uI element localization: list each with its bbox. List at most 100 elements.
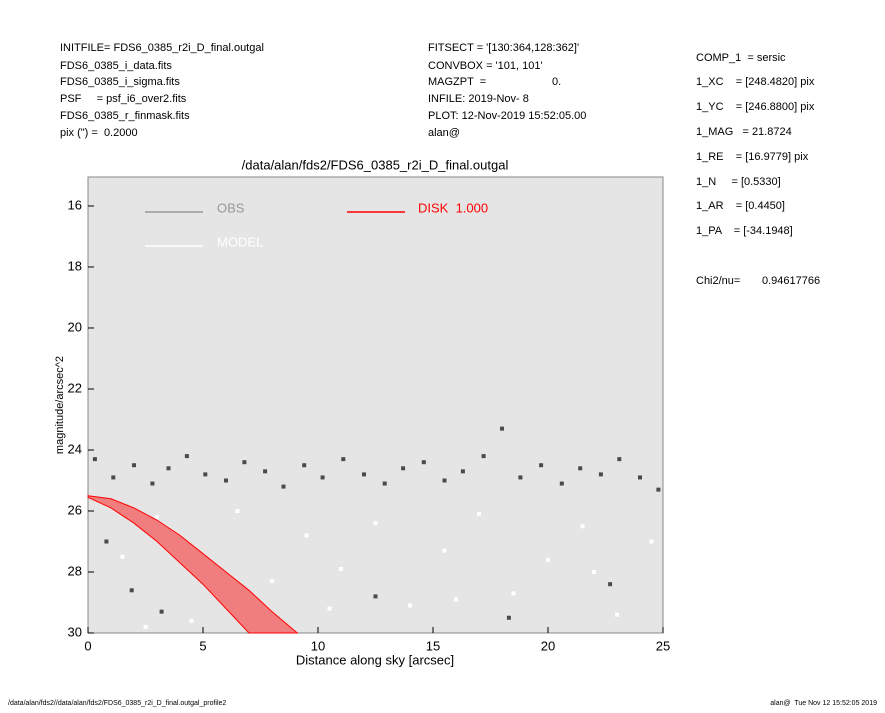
param-line: 1_YC = [246.8800] pix (696, 101, 815, 113)
y-tick-label: 28 (68, 563, 82, 578)
data-point (203, 472, 208, 477)
data-point (580, 524, 585, 529)
data-point (132, 463, 136, 468)
header-line: CONVBOX = '101, 101' (428, 60, 543, 72)
x-axis-label: Distance along sky [arcsec] (296, 652, 454, 667)
param-line: COMP_1 = sersic (696, 52, 786, 64)
param-line: 1_MAG = 21.8724 (696, 126, 792, 138)
x-tick-label: 20 (541, 638, 555, 653)
data-point (442, 548, 447, 553)
data-point (373, 521, 378, 526)
data-point (401, 466, 406, 471)
data-point (382, 481, 387, 486)
data-point (656, 487, 661, 492)
y-tick-label: 26 (68, 502, 82, 517)
header-line: INFILE: 2019-Nov- 8 (428, 93, 529, 105)
data-point (129, 588, 134, 593)
data-point (373, 594, 378, 599)
data-point (454, 597, 458, 602)
data-point (263, 469, 268, 474)
data-point (159, 609, 164, 614)
data-point (281, 484, 286, 489)
header-line: FITSECT = '[130:364,128:362]' (428, 42, 579, 54)
data-point (408, 603, 412, 608)
data-point (506, 615, 511, 620)
plot-area (87, 176, 664, 634)
legend-label: MODEL (217, 234, 263, 249)
data-point (339, 566, 343, 571)
data-point (242, 460, 247, 465)
chi2-label: Chi2/nu= (696, 275, 740, 287)
data-point (460, 469, 465, 474)
data-point (481, 454, 486, 459)
param-line: 1_PA = [-34.1948] (696, 225, 793, 237)
data-point (421, 460, 426, 465)
y-tick-label: 22 (68, 380, 82, 395)
header-line: PSF = psf_i6_over2.fits (60, 93, 187, 105)
data-point (320, 475, 325, 480)
data-point (224, 478, 228, 483)
data-point (559, 481, 564, 486)
data-point (104, 539, 109, 544)
data-point (143, 624, 148, 629)
param-line: 1_N = [0.5330] (696, 176, 781, 188)
data-point (189, 618, 194, 623)
data-point (155, 515, 159, 520)
header-line: MAGZPT = (428, 76, 486, 88)
data-point (166, 466, 171, 471)
footer-left: /data/alan/fds2//data/alan/fds2/FDS6_038… (8, 700, 226, 707)
data-point (638, 475, 642, 480)
data-point (270, 579, 274, 584)
header-line: alan@ (428, 127, 460, 139)
data-point (362, 472, 366, 477)
x-tick-label: 0 (84, 638, 91, 653)
y-tick-label: 20 (68, 319, 82, 334)
data-point (111, 475, 116, 480)
x-tick-label: 25 (656, 638, 670, 653)
param-line: 1_RE = [16.9779] pix (696, 151, 809, 163)
data-point (500, 426, 504, 431)
header-line: FDS6_0385_i_data.fits (60, 60, 172, 72)
data-point (578, 466, 583, 471)
data-point (327, 606, 332, 611)
legend-label: DISK 1.000 (418, 200, 488, 215)
data-point (120, 554, 125, 559)
data-point (608, 582, 613, 587)
data-point (92, 457, 97, 462)
data-point (235, 508, 240, 513)
data-point (598, 472, 603, 477)
data-point (649, 539, 654, 544)
header-line: FDS6_0385_i_sigma.fits (60, 76, 180, 88)
data-point (341, 457, 346, 462)
data-point (304, 533, 309, 538)
chi2-value: 0.94617766 (762, 275, 820, 287)
chart-title: /data/alan/fds2/FDS6_0385_r2i_D_final.ou… (242, 157, 509, 172)
y-tick-label: 24 (68, 441, 82, 456)
data-point (477, 512, 481, 517)
header-line: PLOT: 12-Nov-2019 15:52:05.00 (428, 110, 586, 122)
data-point (184, 454, 189, 459)
header-line: pix (") = 0.2000 (60, 127, 138, 139)
data-point (615, 612, 619, 617)
y-axis-label: magnitude/arcsec^2 (54, 356, 66, 454)
header-line: FDS6_0385_r_finmask.fits (60, 110, 190, 122)
header-value: 0. (552, 76, 561, 88)
y-tick-label: 30 (68, 624, 82, 639)
x-tick-label: 15 (426, 638, 440, 653)
data-point (617, 457, 622, 462)
data-point (511, 591, 516, 596)
y-tick-label: 18 (68, 258, 82, 273)
data-point (539, 463, 544, 468)
model-curve (87, 495, 299, 634)
data-point (150, 481, 155, 486)
data-point (592, 569, 596, 574)
param-line: 1_XC = [248.4820] pix (696, 76, 815, 88)
data-point (546, 557, 550, 562)
header-line: INITFILE= FDS6_0385_r2i_D_final.outgal (60, 42, 264, 54)
y-tick-label: 16 (68, 197, 82, 212)
data-point (518, 475, 523, 480)
x-tick-label: 10 (311, 638, 325, 653)
footer-right: alan@ Tue Nov 12 15:52:05 2019 (770, 700, 877, 707)
data-point (302, 463, 307, 468)
